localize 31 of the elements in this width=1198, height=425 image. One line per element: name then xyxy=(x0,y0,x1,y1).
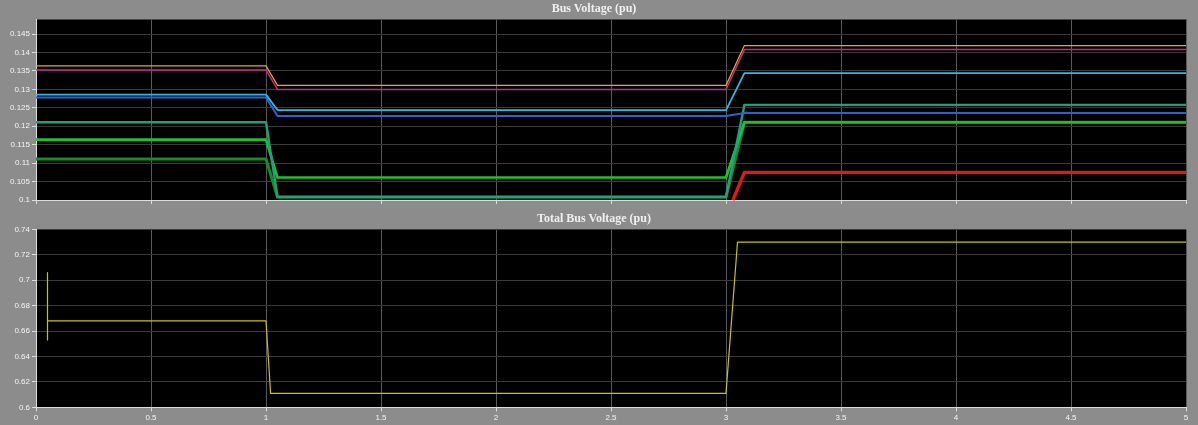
y-tick-label: 0.74 xyxy=(14,224,31,234)
y-tick-label: 0.115 xyxy=(10,139,31,149)
y-tick-label: 0.11 xyxy=(15,158,31,168)
x-tick-label: 2.5 xyxy=(605,413,618,423)
x-tick-label: 0 xyxy=(33,413,39,423)
y-tick-label: 0.13 xyxy=(14,84,31,94)
chart-title: Bus Voltage (pu) xyxy=(551,1,637,16)
x-tick-label: 5 xyxy=(1183,413,1189,423)
x-tick-label: 1 xyxy=(263,413,269,423)
x-tick-label: 1.5 xyxy=(375,413,388,423)
x-tick-label: 3.5 xyxy=(835,413,848,423)
y-tick-label: 0.66 xyxy=(14,326,31,336)
x-tick-label: 4.5 xyxy=(1065,413,1078,423)
y-tick-label: 0.72 xyxy=(14,250,31,260)
y-tick-label: 0.125 xyxy=(9,103,31,113)
y-tick-label: 0.1 xyxy=(18,195,31,205)
y-tick-label: 0.105 xyxy=(9,176,31,186)
y-tick-label: 0.7 xyxy=(18,275,31,285)
y-tick-label: 0.64 xyxy=(14,351,31,361)
y-tick-label: 0.6 xyxy=(18,402,31,412)
chart-title: Total Bus Voltage (pu) xyxy=(537,211,651,226)
x-tick-label: 4 xyxy=(953,413,959,423)
y-tick-label: 0.62 xyxy=(14,377,31,387)
x-tick-label: 3 xyxy=(723,413,729,423)
y-tick-label: 0.68 xyxy=(14,300,31,310)
x-tick-label: 0.5 xyxy=(145,413,158,423)
y-tick-label: 0.12 xyxy=(14,121,31,131)
y-tick-label: 0.14 xyxy=(14,47,31,57)
y-tick-label: 0.145 xyxy=(9,29,31,39)
y-tick-label: 0.135 xyxy=(9,66,31,76)
x-tick-label: 2 xyxy=(493,413,499,423)
